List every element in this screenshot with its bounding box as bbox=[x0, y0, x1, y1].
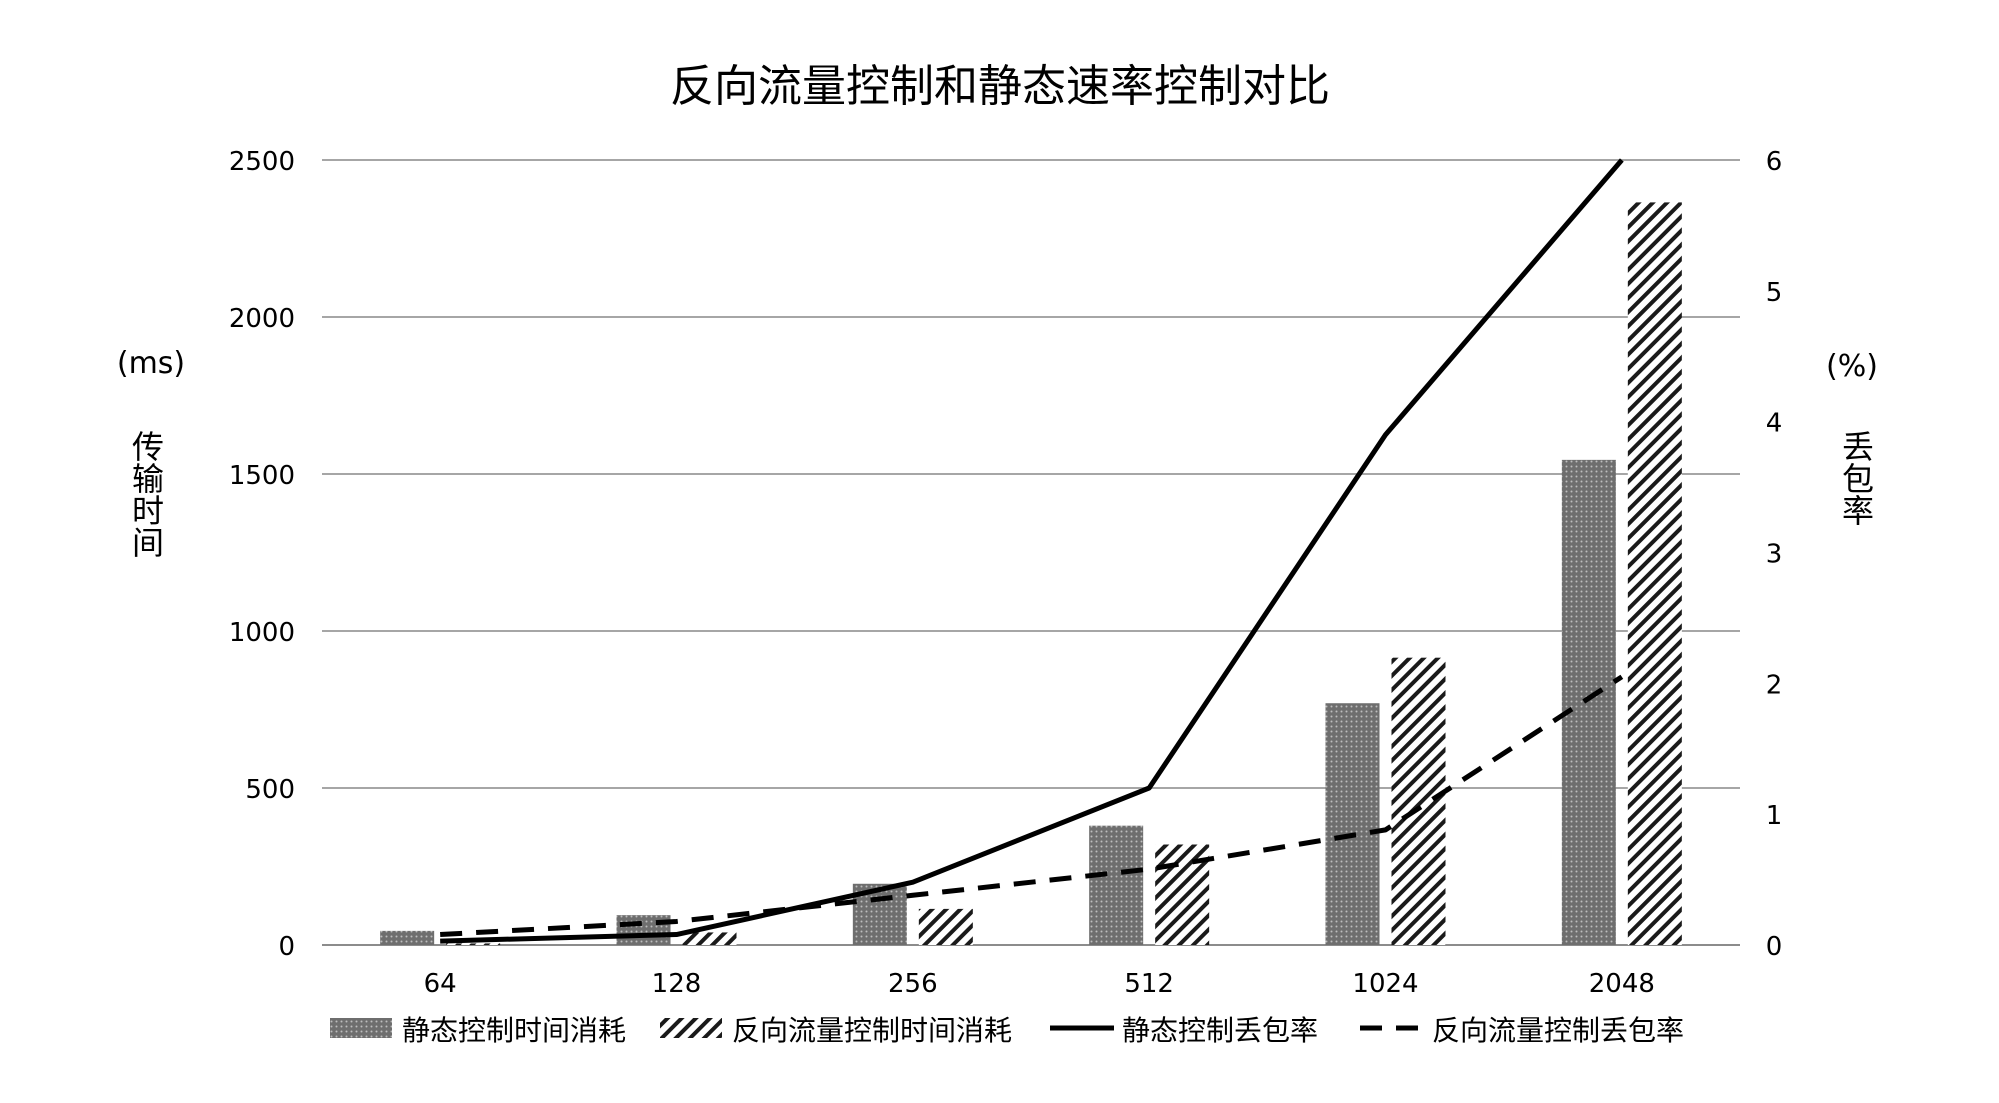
x-axis-tick-label: 64 bbox=[424, 969, 457, 999]
right-axis-tick-label: 1 bbox=[1766, 801, 1783, 831]
right-axis: 0 1 2 3 4 5 6 bbox=[1766, 147, 1783, 962]
right-axis-unit: (%) bbox=[1826, 349, 1878, 384]
bar-static-time bbox=[380, 930, 435, 945]
chart-title: 反向流量控制和静态速率控制对比 bbox=[670, 61, 1330, 112]
gridlines bbox=[322, 159, 1740, 946]
x-axis-tick-label: 512 bbox=[1124, 969, 1174, 999]
legend-item-static-loss: 静态控制丢包率 bbox=[1050, 1014, 1318, 1047]
bar-reverse-time bbox=[1627, 202, 1682, 945]
legend-swatch bbox=[330, 1018, 392, 1038]
bar-reverse-time bbox=[918, 908, 973, 945]
left-axis-unit: (ms) bbox=[117, 346, 185, 381]
right-axis-tick-label: 5 bbox=[1766, 278, 1783, 308]
left-axis-tick-label: 2000 bbox=[229, 304, 295, 334]
line-reverse-loss bbox=[440, 674, 1624, 938]
legend-label: 静态控制丢包率 bbox=[1122, 1014, 1318, 1047]
bar-static-time bbox=[1561, 459, 1616, 945]
bar-static-time bbox=[616, 915, 671, 945]
right-axis-label: 丢包率 bbox=[1837, 430, 1875, 526]
legend-label: 反向流量控制时间消耗 bbox=[732, 1014, 1012, 1047]
legend-item-reverse-time: 反向流量控制时间消耗 bbox=[660, 1014, 1012, 1047]
legend-swatch bbox=[660, 1018, 722, 1038]
legend: 静态控制时间消耗 反向流量控制时间消耗 静态控制丢包率 反向流量控制丢包率 bbox=[330, 1014, 1684, 1047]
line-series bbox=[440, 158, 1624, 944]
x-axis: 64 128 256 512 1024 2048 bbox=[424, 969, 1655, 999]
left-axis-label: 传输时间 bbox=[127, 430, 165, 558]
right-axis-tick-label: 0 bbox=[1766, 932, 1783, 962]
x-axis-tick-label: 256 bbox=[888, 969, 938, 999]
left-axis-tick-label: 1000 bbox=[229, 618, 295, 648]
right-axis-tick-label: 4 bbox=[1766, 409, 1783, 439]
left-axis-tick-label: 500 bbox=[245, 775, 295, 805]
bar-reverse-time bbox=[1391, 657, 1446, 945]
right-axis-tick-label: 6 bbox=[1766, 147, 1783, 177]
bar-static-time bbox=[1089, 825, 1144, 945]
right-axis-tick-label: 2 bbox=[1766, 670, 1783, 700]
x-axis-tick-label: 128 bbox=[652, 969, 702, 999]
bar-reverse-time bbox=[446, 943, 501, 945]
left-axis-tick-label: 1500 bbox=[229, 461, 295, 491]
bar-static-time bbox=[1325, 703, 1380, 945]
legend-label: 反向流量控制丢包率 bbox=[1432, 1014, 1684, 1047]
bar-reverse-time bbox=[682, 932, 737, 945]
bars bbox=[380, 202, 1682, 945]
left-axis-tick-label: 0 bbox=[278, 932, 295, 962]
right-axis-tick-label: 3 bbox=[1766, 540, 1783, 570]
left-axis-tick-label: 2500 bbox=[229, 147, 295, 177]
line-static-loss bbox=[440, 158, 1624, 944]
x-axis-tick-label: 1024 bbox=[1352, 969, 1418, 999]
legend-item-static-time: 静态控制时间消耗 bbox=[330, 1014, 626, 1047]
legend-item-reverse-loss: 反向流量控制丢包率 bbox=[1360, 1014, 1684, 1047]
legend-label: 静态控制时间消耗 bbox=[402, 1014, 626, 1047]
x-axis-tick-label: 2048 bbox=[1589, 969, 1655, 999]
left-axis: 0 500 1000 1500 2000 2500 bbox=[229, 147, 295, 962]
